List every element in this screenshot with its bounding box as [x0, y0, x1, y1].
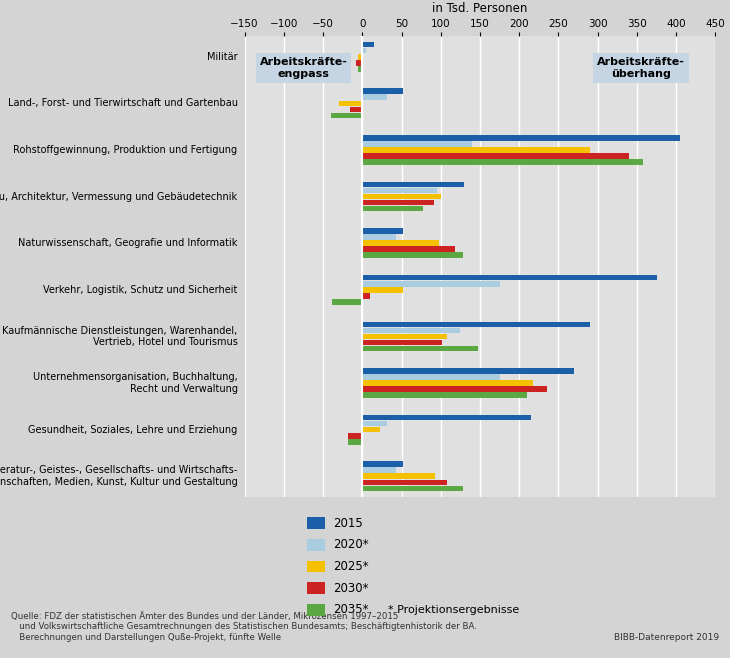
Bar — [358, 66, 362, 72]
Bar — [362, 368, 574, 374]
Bar — [362, 193, 441, 199]
Bar — [362, 182, 464, 188]
Bar — [348, 439, 362, 445]
Bar — [362, 48, 366, 53]
Bar — [348, 433, 362, 438]
Bar — [362, 275, 656, 280]
Bar — [362, 247, 455, 252]
Text: Arbeitskräfte-
engpass: Arbeitskräfte- engpass — [259, 57, 347, 80]
Text: 2015: 2015 — [334, 517, 364, 530]
Bar — [362, 253, 463, 258]
Bar — [362, 480, 447, 485]
Bar — [362, 240, 439, 246]
Bar — [362, 234, 396, 240]
Bar — [362, 340, 442, 345]
Bar — [362, 159, 643, 165]
Bar — [356, 60, 362, 66]
Text: * Projektionsergebnisse: * Projektionsergebnisse — [388, 605, 520, 615]
Bar — [362, 88, 403, 94]
Bar — [362, 474, 435, 479]
Bar — [362, 228, 403, 234]
Bar — [362, 287, 403, 293]
Bar — [362, 153, 629, 159]
Bar — [362, 188, 437, 193]
Bar — [362, 141, 472, 147]
Text: 2030*: 2030* — [334, 582, 369, 595]
Text: Quelle: FDZ der statistischen Ämter des Bundes und der Länder, Mikrozensen 1997–: Quelle: FDZ der statistischen Ämter des … — [11, 612, 477, 642]
Bar — [362, 374, 499, 380]
Bar — [362, 281, 499, 286]
Bar — [362, 334, 447, 340]
Bar — [362, 461, 403, 467]
Bar — [362, 95, 388, 100]
Text: Arbeitskräfte-
überhang: Arbeitskräfte- überhang — [597, 57, 685, 80]
Bar — [362, 135, 680, 141]
Bar — [362, 147, 590, 153]
Bar — [362, 415, 531, 420]
Bar — [339, 101, 362, 106]
Bar — [362, 486, 463, 491]
Bar — [362, 427, 380, 432]
Bar — [350, 107, 362, 112]
Bar — [362, 322, 590, 327]
Bar — [362, 380, 534, 386]
X-axis label: in Tsd. Personen: in Tsd. Personen — [432, 2, 528, 15]
Bar — [331, 113, 362, 118]
Bar — [362, 345, 478, 351]
Text: 2035*: 2035* — [334, 603, 369, 617]
Text: BIBB-Datenreport 2019: BIBB-Datenreport 2019 — [614, 632, 719, 642]
Text: 2020*: 2020* — [334, 538, 369, 551]
Bar — [362, 392, 527, 398]
Bar — [362, 386, 547, 392]
Bar — [362, 42, 374, 47]
Bar — [332, 299, 362, 305]
Text: 2025*: 2025* — [334, 560, 369, 573]
Bar — [362, 293, 370, 299]
Bar — [362, 328, 461, 333]
Bar — [362, 467, 396, 473]
Bar — [362, 421, 388, 426]
Bar — [362, 206, 423, 211]
Bar — [358, 54, 362, 59]
Bar — [362, 200, 434, 205]
